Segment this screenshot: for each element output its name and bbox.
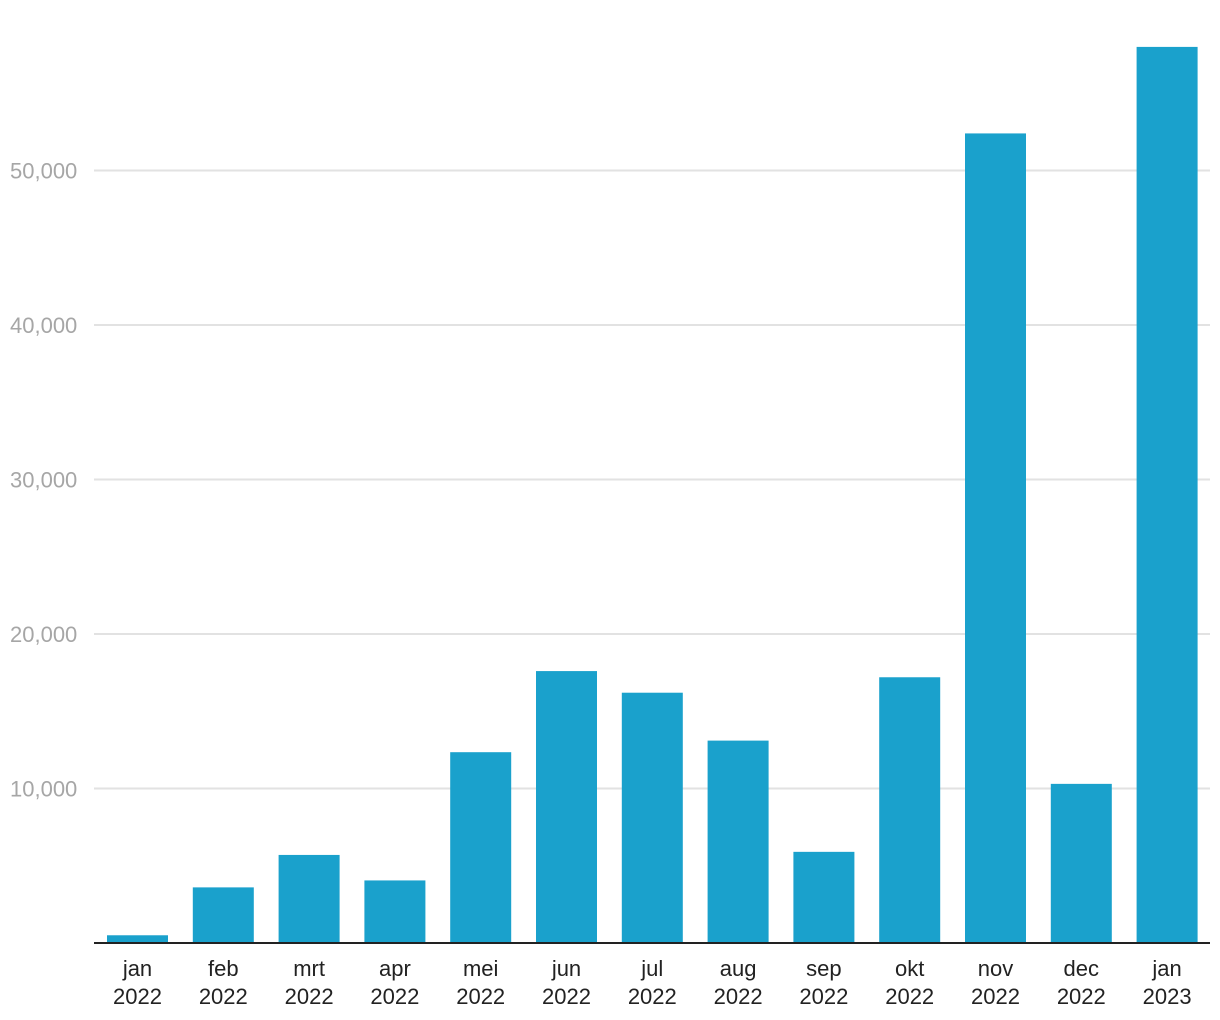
y-tick-label-10000: 10,000 xyxy=(10,777,77,802)
x-tick-label-line: okt xyxy=(895,956,924,981)
x-tick-label-line: dec xyxy=(1064,956,1099,981)
x-tick-label-jan-2022: jan 2022 xyxy=(113,956,162,1009)
x-tick-label-nov-2022: nov 2022 xyxy=(971,956,1020,1009)
x-tick-label-mei-2022: mei 2022 xyxy=(456,956,505,1009)
x-tick-label-line: feb xyxy=(208,956,239,981)
x-tick-label-line: 2022 xyxy=(714,984,763,1009)
y-axis-tick-labels: 10,000 20,000 30,000 40,000 50,000 xyxy=(10,159,77,802)
x-tick-label-line: jul xyxy=(640,956,663,981)
x-tick-label-line: 2022 xyxy=(285,984,334,1009)
bar-jul-2022 xyxy=(621,692,683,943)
x-tick-label-line: 2022 xyxy=(628,984,677,1009)
x-tick-label-aug-2022: aug 2022 xyxy=(714,956,763,1009)
x-tick-label-okt-2022: okt 2022 xyxy=(885,956,934,1009)
x-tick-label-dec-2022: dec 2022 xyxy=(1057,956,1106,1009)
x-tick-label-line: 2022 xyxy=(542,984,591,1009)
bar-okt-2022 xyxy=(879,677,941,943)
y-tick-label-20000: 20,000 xyxy=(10,622,77,647)
bar-mrt-2022 xyxy=(278,854,340,943)
bar-apr-2022 xyxy=(364,880,426,943)
bar-dec-2022 xyxy=(1050,783,1112,943)
x-tick-label-line: 2022 xyxy=(113,984,162,1009)
x-tick-label-line: 2022 xyxy=(799,984,848,1009)
x-tick-label-line: jun xyxy=(551,956,581,981)
bar-nov-2022 xyxy=(965,133,1026,944)
x-tick-label-line: jan xyxy=(122,956,152,981)
bars xyxy=(107,46,1198,944)
x-tick-label-line: 2023 xyxy=(1143,984,1192,1009)
x-tick-label-line: 2022 xyxy=(456,984,505,1009)
bar-feb-2022 xyxy=(192,887,254,943)
y-tick-label-40000: 40,000 xyxy=(10,313,77,338)
y-tick-label-30000: 30,000 xyxy=(10,468,77,493)
x-tick-label-line: mei xyxy=(463,956,498,981)
x-tick-label-feb-2022: feb 2022 xyxy=(199,956,248,1009)
bar-sep-2022 xyxy=(793,851,855,943)
bar-aug-2022 xyxy=(707,740,769,943)
x-tick-label-line: 2022 xyxy=(1057,984,1106,1009)
x-tick-label-line: jan xyxy=(1151,956,1181,981)
y-tick-label-50000: 50,000 xyxy=(10,159,77,184)
x-tick-label-sep-2022: sep 2022 xyxy=(799,956,848,1009)
bar-mei-2022 xyxy=(450,752,512,943)
bar-jun-2022 xyxy=(536,671,597,943)
x-tick-label-mrt-2022: mrt 2022 xyxy=(285,956,334,1009)
x-tick-label-jul-2022: jul 2022 xyxy=(628,956,677,1009)
x-tick-label-jan-2023: jan 2023 xyxy=(1143,956,1192,1009)
x-tick-label-line: 2022 xyxy=(885,984,934,1009)
bar-jan-2022 xyxy=(107,935,168,943)
x-tick-label-line: 2022 xyxy=(971,984,1020,1009)
x-tick-label-line: aug xyxy=(720,956,757,981)
x-tick-label-line: sep xyxy=(806,956,841,981)
bar-jan-2023 xyxy=(1136,46,1198,943)
x-tick-label-line: mrt xyxy=(293,956,325,981)
x-tick-label-line: nov xyxy=(978,956,1013,981)
x-tick-label-apr-2022: apr 2022 xyxy=(370,956,419,1009)
x-tick-label-line: apr xyxy=(379,956,411,981)
x-tick-label-line: 2022 xyxy=(199,984,248,1009)
x-tick-label-jun-2022: jun 2022 xyxy=(542,956,591,1009)
x-tick-label-line: 2022 xyxy=(370,984,419,1009)
x-axis-tick-labels: jan 2022 feb 2022 mrt 2022 apr 2022 mei 2022 jun 20… xyxy=(113,956,1192,1009)
